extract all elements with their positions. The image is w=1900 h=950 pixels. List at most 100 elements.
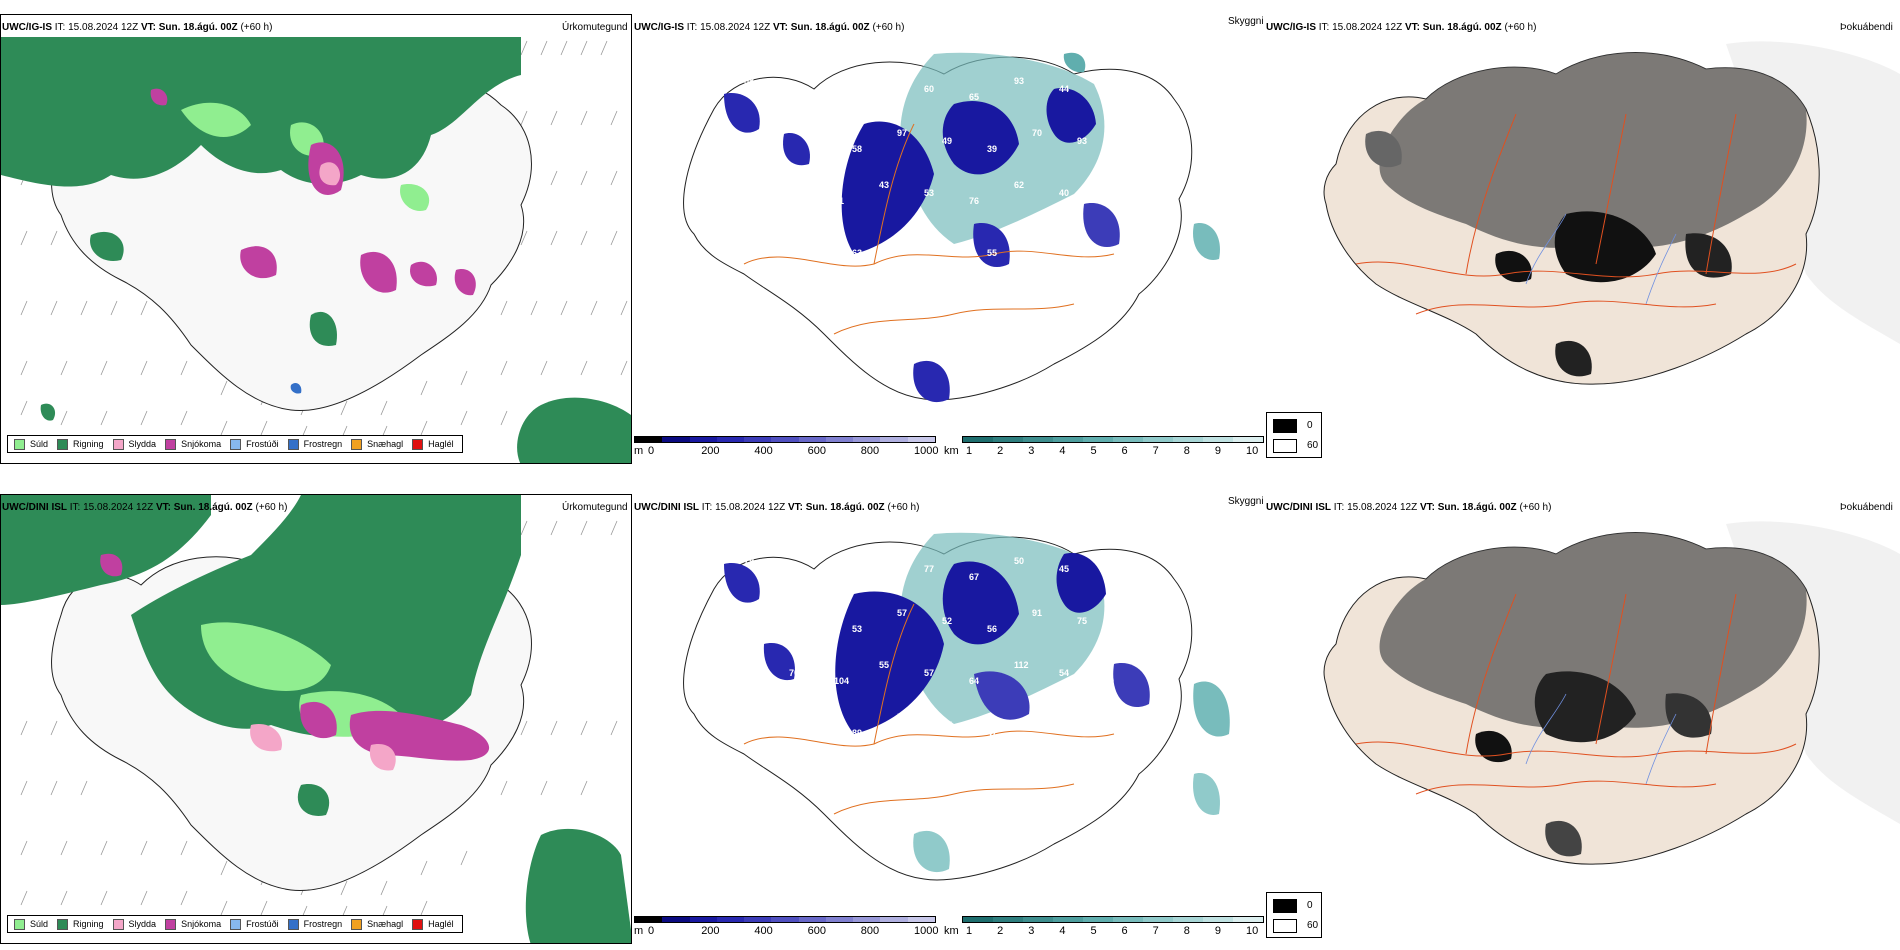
cloud-base-value: 98 [1077,240,1087,250]
cloud-base-value: 55 [987,248,997,258]
colorbar-segment [744,917,772,922]
visibility-unit: km [944,925,959,937]
colorbar-segment [716,437,745,442]
legend-label: Frostúði [246,439,279,449]
colorbar-tick-label: 800 [860,925,880,937]
model-label: UWC/DINI ISL [634,502,699,513]
cloud-base-value: 94 [897,232,907,242]
precip-areas [1,495,631,943]
cloud-base-value: 47 [1104,572,1114,582]
cloud-base-value: 57 [942,720,952,730]
vt-value: Sun. 18.ágú. 00Z [1437,502,1517,513]
visibility-ticks-top: 1 2 3 4 5 6 7 8 9 10 [962,445,1264,459]
legend-label: Súld [30,439,49,449]
fog-panel-top [1266,14,1900,410]
cloud-base-value: 76 [969,196,979,206]
cloud-base-value: 97 [897,128,907,138]
precip-legend-bottom: Súld Rigning Slydda Snjókoma Frostúði Frostre… [7,915,463,933]
legend-label: Frostregn [303,919,343,929]
cloud-base-value: 55 [807,136,817,146]
legend-item: Snjókoma [165,918,221,930]
cloud-base-value: 42 [744,660,754,670]
precip-map-bottom [1,495,631,943]
legend-label: Frostúði [246,919,279,929]
legend-label: Frostregn [303,439,343,449]
model-label: UWC/IG-IS [2,22,52,33]
colorbar-tick-label: 4 [1059,925,1066,937]
colorbar-tick-label: 800 [860,445,880,457]
colorbar-segment [689,437,717,442]
precip-panel-bottom: Súld Rigning Slydda Snjókoma Frostúði Frostre… [0,494,632,944]
colorbar-segment [963,437,993,442]
legend-swatch [112,918,124,930]
model-label: UWC/DINI ISL [2,502,67,513]
cloud-base-value: 92 [1077,720,1087,730]
legend-label: Snæhagl [367,919,404,929]
cloud-base-value: 140 [1122,728,1137,738]
fog-legend-label: 60 [1307,920,1319,931]
model-label: UWC/DINI ISL [1266,502,1331,513]
cloud-base-value: 43 [1014,284,1024,294]
legend-swatch [230,438,242,450]
legend-item: Snæhagl [351,438,404,450]
cloud-base-value: 56 [987,624,997,634]
fog-legend-swatch [1273,419,1297,433]
cloud-base-value: 40 [744,180,754,190]
colorbar-tick-label: 200 [701,925,720,937]
colorbar-tick-label: 400 [754,445,773,457]
cloud-base-value: 59 [807,240,817,250]
cloud-base-value: 11 [879,764,889,774]
colorbar-segment [716,917,745,922]
cloud-base-labels-top: 58 48 02 68 60 65 93 44 56 52 55 58 97 49 39 70 93 45 40 41… [744,76,1132,362]
roads [743,123,1115,335]
legend-item: Frostregn [287,438,343,450]
cloud-base-value: 45 [1122,144,1132,154]
colorbar-tick-label: 9 [1214,925,1221,937]
colorbar-segment [993,437,1023,442]
colorbar-tick-label: 400 [754,925,773,937]
cloud-base-value: 39 [987,144,997,154]
legend-swatch [287,918,299,930]
legend-label: Rigning [73,439,104,449]
cloud-base-value: 54 [1059,668,1069,678]
legend-label: Súld [30,919,49,929]
vt-value: Sun. 18.ágú. 00Z [173,502,253,513]
title-vis-bottom: Skyggni [1228,496,1264,507]
cloud-base-value: 70 [789,668,799,678]
legend-item: Rigning [57,438,104,450]
legend-item: Haglél [412,438,454,450]
precip-map-top [1,15,631,463]
colorbar-segment [825,437,854,442]
cloud-base-value: 45 [1059,564,1069,574]
legend-item: Súld [14,918,49,930]
colorbar-segment [1233,917,1263,922]
it-value: 15.08.2024 12Z [715,502,786,513]
legend-label: Snjókoma [181,439,222,449]
cloud-base-value: 54 [744,284,754,294]
vt-value: Sun. 18.ágú. 00Z [790,22,870,33]
visibility-colorbar-bottom [962,916,1264,923]
roads [743,603,1115,815]
cloud-base-value: 93 [1077,136,1087,146]
colorbar-tick-label: 6 [1121,445,1128,457]
cloud-base-value: 69 [1104,196,1114,206]
colorbar-tick-label: 8 [1183,925,1190,937]
legend-label: Snæhagl [367,439,404,449]
cloud-base-value: 68 [879,76,889,86]
visibility-map-bottom: 79 89 91 68 77 67 50 45 47 59 54 53 57 52 56 91 75 73 42 70… [683,532,1230,881]
it-label: IT: [54,22,66,33]
fog-legend-top: 0 60 [1266,412,1322,458]
colorbar-segment [963,917,993,922]
it-label: IT: [686,22,698,33]
cloud-base-value: 104 [834,676,849,686]
cloud-base-value: 112 [744,764,759,774]
vt-label: VT: [787,502,803,513]
legend-swatch [14,438,25,450]
colorbar-segment [993,917,1023,922]
fog-panel-bottom [1266,494,1900,890]
it-value: 15.08.2024 12Z [83,502,154,513]
vt-label: VT: [772,22,788,33]
it-value: 15.08.2024 12Z [1332,22,1403,33]
visibility-unit: km [944,445,959,457]
it-value: 15.08.2024 12Z [700,22,771,33]
